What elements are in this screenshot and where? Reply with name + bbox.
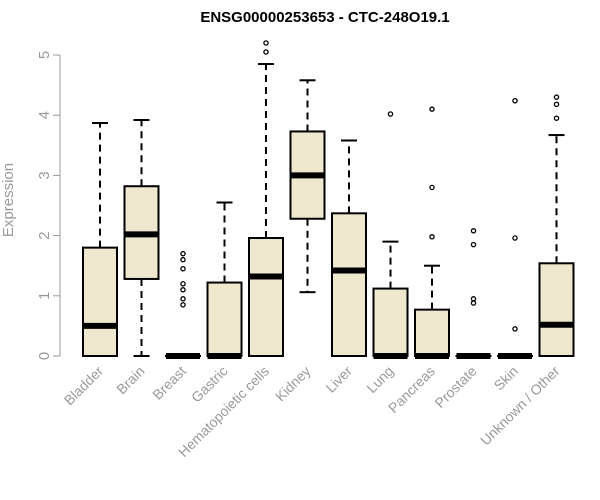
box-body bbox=[248, 237, 284, 357]
x-tick-label: Unknown / Other bbox=[477, 363, 563, 449]
box-body bbox=[206, 281, 243, 357]
x-tick-label: Breast bbox=[149, 363, 189, 403]
outlier-point bbox=[180, 302, 186, 308]
box-kidney bbox=[289, 79, 326, 294]
outlier-point bbox=[470, 296, 477, 302]
box-prostate bbox=[455, 228, 492, 359]
outlier-point bbox=[263, 49, 269, 55]
x-tick-label: Liver bbox=[322, 363, 355, 396]
outlier-point bbox=[553, 115, 560, 121]
box-hematopoietic-cells bbox=[248, 40, 284, 357]
box-body bbox=[414, 308, 450, 357]
box-body bbox=[538, 262, 575, 357]
outlier-point bbox=[429, 106, 435, 112]
x-tick-label: Skin bbox=[491, 363, 522, 394]
box-skin bbox=[497, 98, 533, 359]
outlier-point bbox=[180, 250, 186, 257]
outlier-point bbox=[263, 40, 269, 46]
x-tick-label: Prostate bbox=[431, 363, 479, 411]
outlier-point bbox=[429, 234, 435, 240]
box-liver bbox=[331, 139, 367, 357]
box-body bbox=[331, 212, 367, 357]
outlier-point bbox=[512, 235, 518, 241]
chart-title: ENSG00000253653 - CTC-248O19.1 bbox=[200, 9, 449, 26]
x-tick-label: Brain bbox=[113, 363, 147, 397]
outlier-point bbox=[180, 265, 186, 272]
box-lung bbox=[372, 111, 409, 359]
outlier-point bbox=[180, 281, 186, 287]
outlier-point bbox=[512, 98, 518, 104]
y-axis-label: Expression bbox=[0, 163, 17, 237]
outlier-point bbox=[180, 256, 186, 263]
y-tick-label: 0 bbox=[36, 352, 53, 360]
outlier-point bbox=[387, 111, 394, 117]
x-tick-label: Lung bbox=[363, 363, 396, 396]
box-body bbox=[82, 246, 118, 357]
box-body bbox=[372, 287, 409, 357]
y-axis: 0 1 2 3 4 5 bbox=[36, 51, 61, 360]
y-tick-label: 2 bbox=[36, 231, 53, 239]
box-brain bbox=[123, 119, 160, 357]
outlier-point bbox=[553, 94, 560, 100]
outlier-point bbox=[470, 241, 477, 248]
boxes bbox=[82, 40, 575, 359]
outlier-point bbox=[553, 101, 560, 108]
box-pancreas bbox=[414, 106, 450, 359]
x-tick-label: Bladder bbox=[61, 363, 107, 409]
y-tick-label: 5 bbox=[36, 51, 53, 59]
box-breast bbox=[165, 250, 201, 359]
y-tick-label: 1 bbox=[36, 292, 53, 300]
outlier-point bbox=[180, 287, 186, 293]
box-gastric bbox=[206, 201, 243, 359]
outlier-point bbox=[429, 184, 435, 191]
y-tick-label: 4 bbox=[36, 111, 53, 119]
outlier-point bbox=[512, 326, 518, 332]
x-tick-label: Kidney bbox=[272, 363, 314, 405]
box-bladder bbox=[82, 122, 118, 357]
y-tick-label: 3 bbox=[36, 171, 53, 179]
box-unknown-other bbox=[538, 94, 575, 357]
outlier-point bbox=[470, 228, 477, 234]
outlier-point bbox=[180, 296, 186, 302]
